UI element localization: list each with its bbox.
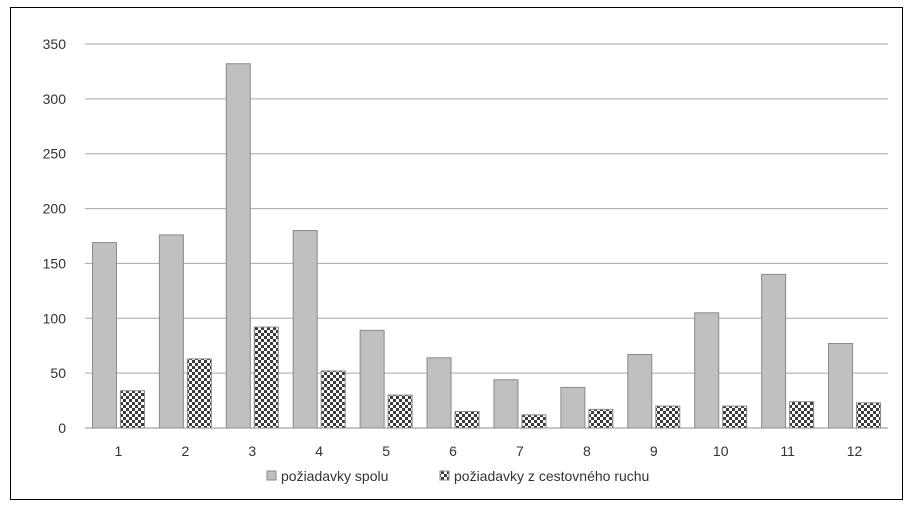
legend-swatch: [439, 470, 450, 481]
bar-cestovny-ruch: [320, 370, 346, 429]
x-tick-label: 7: [516, 443, 524, 459]
x-tick-label: 10: [713, 443, 729, 459]
y-axis-tick-labels: 0 50 100 150 200 250 300 350: [43, 36, 67, 436]
bar-cestovny-ruch: [722, 405, 748, 429]
x-tick-label: 3: [248, 443, 256, 459]
bar-spolu: [627, 353, 653, 429]
y-tick-label: 250: [43, 146, 67, 162]
bar-spolu: [225, 63, 251, 429]
x-tick-label: 4: [315, 443, 323, 459]
bar-spolu: [426, 357, 452, 429]
gridlines: [85, 43, 888, 374]
bar-spolu: [158, 234, 184, 429]
bar-cestovny-ruch: [655, 405, 681, 429]
legend-swatch: [266, 470, 277, 481]
x-axis-tick-labels: 1 2 3 4 5 6 7 8 9 10 11 12: [115, 443, 863, 459]
bar-cestovny-ruch: [588, 408, 614, 429]
bar-spolu: [292, 230, 318, 429]
x-tick-label: 5: [382, 443, 390, 459]
y-tick-label: 150: [43, 255, 67, 271]
y-tick-label: 300: [43, 91, 67, 107]
x-tick-label: 1: [115, 443, 123, 459]
bar-spolu: [828, 343, 854, 429]
bar-spolu: [761, 273, 787, 429]
bar-cestovny-ruch: [454, 411, 480, 429]
x-tick-label: 2: [181, 443, 189, 459]
x-tick-label: 8: [583, 443, 591, 459]
bar-cestovny-ruch: [186, 358, 212, 429]
x-tick-label: 9: [650, 443, 658, 459]
y-tick-label: 350: [43, 36, 67, 52]
bar-cestovny-ruch: [119, 390, 145, 429]
bars: [91, 63, 882, 429]
x-tick-label: 6: [449, 443, 457, 459]
bar-cestovny-ruch: [521, 414, 547, 429]
bar-cestovny-ruch: [387, 394, 413, 429]
y-tick-label: 100: [43, 310, 67, 326]
legend: požiadavky spolu požiadavky z cestovného …: [266, 468, 649, 484]
y-tick-label: 0: [58, 420, 66, 436]
bar-spolu: [694, 312, 720, 429]
y-tick-label: 50: [50, 365, 66, 381]
bar-cestovny-ruch: [789, 401, 815, 429]
x-tick-label: 11: [780, 443, 795, 459]
legend-label: požiadavky z cestovného ruchu: [454, 468, 649, 484]
y-tick-label: 200: [43, 201, 67, 217]
legend-label: požiadavky spolu: [281, 468, 388, 484]
bar-spolu: [560, 386, 586, 429]
x-tick-label: 12: [847, 443, 863, 459]
bar-spolu: [91, 242, 117, 429]
bar-cestovny-ruch: [856, 402, 882, 429]
bar-cestovny-ruch: [253, 326, 279, 429]
bar-spolu: [359, 329, 385, 429]
bar-spolu: [493, 379, 519, 429]
